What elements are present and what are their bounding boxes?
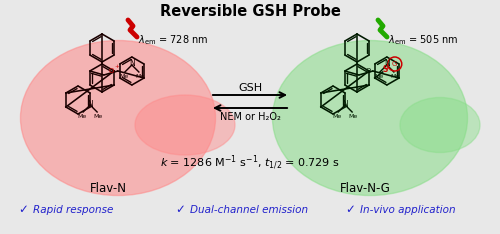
- Text: N: N: [342, 100, 348, 109]
- Text: Rapid response: Rapid response: [33, 205, 114, 215]
- Text: ✓: ✓: [18, 204, 28, 216]
- Text: Me: Me: [332, 114, 342, 119]
- Text: GSH: GSH: [238, 83, 262, 93]
- Ellipse shape: [272, 40, 468, 195]
- Text: $\lambda_\mathrm{em}$ = 505 nm: $\lambda_\mathrm{em}$ = 505 nm: [388, 33, 458, 47]
- Text: $k$ = 1286 M$^{-1}$ s$^{-1}$, $t_{1/2}$ = 0.729 s: $k$ = 1286 M$^{-1}$ s$^{-1}$, $t_{1/2}$ …: [160, 154, 340, 172]
- Text: ✓: ✓: [345, 204, 355, 216]
- Text: S: S: [382, 66, 388, 74]
- Text: In-vivo application: In-vivo application: [360, 205, 456, 215]
- Text: O: O: [108, 68, 114, 74]
- Text: Me: Me: [78, 114, 86, 119]
- Text: G: G: [392, 61, 398, 67]
- Ellipse shape: [20, 40, 216, 195]
- Text: Me: Me: [374, 74, 384, 79]
- Text: O: O: [366, 68, 371, 74]
- Text: Me: Me: [136, 74, 144, 79]
- Ellipse shape: [400, 98, 480, 153]
- Text: ✓: ✓: [175, 204, 185, 216]
- Text: Me: Me: [348, 114, 358, 119]
- Ellipse shape: [135, 95, 235, 155]
- Text: Flav-N: Flav-N: [90, 182, 126, 195]
- Text: Me: Me: [94, 114, 102, 119]
- Text: +: +: [114, 65, 119, 69]
- Text: Reversible GSH Probe: Reversible GSH Probe: [160, 4, 340, 19]
- Text: $\lambda_\mathrm{em}$ = 728 nm: $\lambda_\mathrm{em}$ = 728 nm: [138, 33, 208, 47]
- Text: N: N: [87, 100, 93, 109]
- Text: Flav-N-G: Flav-N-G: [340, 182, 390, 195]
- Text: N: N: [129, 59, 135, 68]
- Text: N: N: [384, 59, 390, 68]
- Text: Me: Me: [390, 74, 400, 79]
- Text: NEM or H₂O₂: NEM or H₂O₂: [220, 112, 280, 122]
- Text: Dual-channel emission: Dual-channel emission: [190, 205, 308, 215]
- Text: Me: Me: [120, 74, 128, 79]
